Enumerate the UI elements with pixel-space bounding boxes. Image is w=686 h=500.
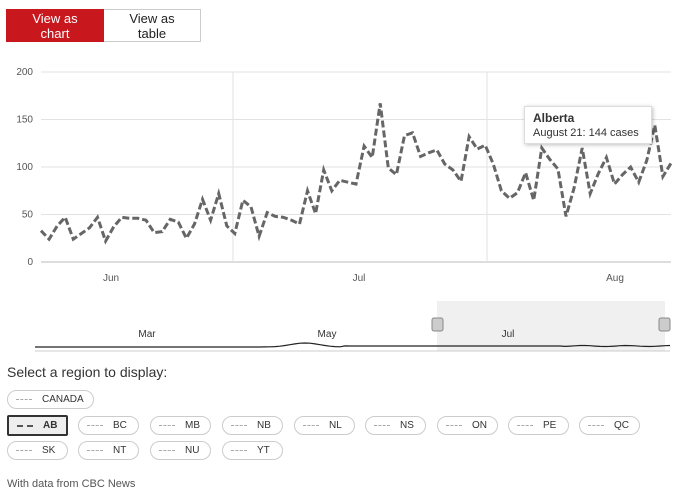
line-swatch [231, 425, 247, 426]
line-swatch [446, 425, 462, 426]
navigator-handle-left[interactable] [431, 317, 444, 332]
footer-source: With data from CBC News [7, 478, 136, 490]
region-heading: Select a region to display: [7, 364, 168, 380]
line-swatch [16, 450, 32, 451]
line-chart: 0 50 100 150 200 Jun Jul Aug Mar May Jul [16, 67, 673, 352]
navigator[interactable]: Mar May Jul [35, 301, 671, 352]
tooltip-text: August 21: 144 cases [533, 127, 639, 139]
view-as-chart-button[interactable]: View as chart [6, 9, 104, 42]
line-swatch [517, 425, 533, 426]
tooltip-title: Alberta [533, 111, 575, 125]
navigator-label: Mar [138, 329, 156, 340]
view-as-table-button[interactable]: View as table [104, 9, 201, 42]
region-button-nb[interactable]: NB [222, 416, 283, 435]
line-swatch [303, 425, 319, 426]
navigator-handle-right[interactable] [658, 317, 671, 332]
region-button-pe[interactable]: PE [508, 416, 569, 435]
x-tick-label: Aug [606, 273, 624, 284]
region-button-nl[interactable]: NL [294, 416, 355, 435]
y-tick-label: 100 [16, 162, 33, 173]
region-button-on[interactable]: ON [437, 416, 498, 435]
line-swatch [87, 425, 103, 426]
line-swatch [159, 425, 175, 426]
x-tick-label: Jun [103, 273, 119, 284]
region-button-canada[interactable]: CANADA [7, 390, 94, 409]
x-axis: Jun Jul Aug [103, 273, 624, 284]
line-swatch [374, 425, 390, 426]
y-axis: 0 50 100 150 200 [16, 67, 33, 268]
navigator-line [35, 342, 671, 348]
line-swatch [87, 450, 103, 451]
region-button-sk[interactable]: SK [7, 441, 68, 460]
y-tick-label: 50 [22, 210, 34, 221]
chart-grid [41, 71, 671, 263]
line-swatch [17, 424, 33, 427]
y-tick-label: 150 [16, 115, 33, 126]
navigator-label: Jul [502, 329, 515, 340]
series-line-alberta [39, 103, 673, 245]
line-swatch [588, 425, 604, 426]
region-button-nu[interactable]: NU [150, 441, 211, 460]
navigator-label: May [318, 329, 337, 340]
line-swatch [159, 450, 175, 451]
chart-tooltip: Alberta August 21: 144 cases [524, 106, 652, 144]
region-button-qc[interactable]: QC [579, 416, 640, 435]
region-button-ab[interactable]: AB [7, 415, 68, 436]
navigator-selection[interactable] [437, 301, 665, 351]
y-tick-label: 0 [27, 257, 33, 268]
line-swatch [16, 399, 32, 400]
region-button-ns[interactable]: NS [365, 416, 426, 435]
line-swatch [231, 450, 247, 451]
region-button-bc[interactable]: BC [78, 416, 139, 435]
view-toggle: View as chart View as table [6, 9, 201, 42]
region-button-yt[interactable]: YT [222, 441, 283, 460]
x-tick-label: Jul [353, 273, 366, 284]
y-tick-label: 200 [16, 67, 33, 78]
region-button-nt[interactable]: NT [78, 441, 139, 460]
region-button-mb[interactable]: MB [150, 416, 211, 435]
